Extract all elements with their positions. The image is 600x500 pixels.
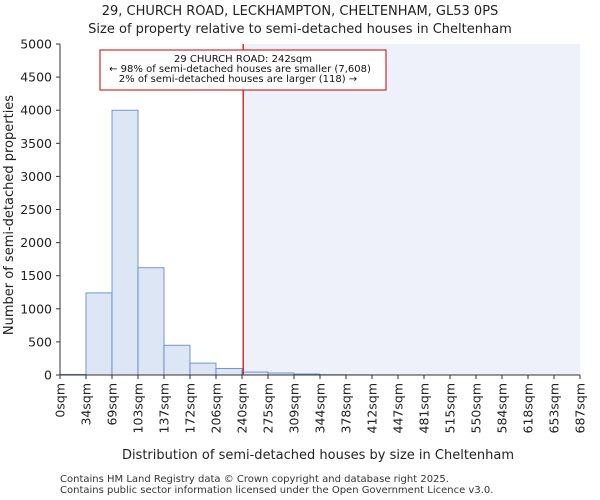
x-tick-label: 550sqm [469, 383, 484, 433]
y-tick-label: 4000 [20, 103, 52, 118]
x-tick-label: 653sqm [547, 383, 562, 433]
x-tick-label: 447sqm [391, 383, 406, 433]
bar-103sqm [137, 267, 165, 376]
x-tick-label: 344sqm [313, 383, 328, 433]
larger-properties-region [243, 44, 580, 375]
x-tick-labels: 0sqm 34sqm 69sqm 103sqm 137sqm 172sqm 206sqm 24… [53, 375, 588, 433]
y-tick-label: 2000 [20, 235, 52, 250]
x-tick-label: 137sqm [157, 383, 172, 433]
bars-group [59, 109, 451, 376]
bar-206sqm [215, 367, 243, 376]
y-tick-label: 500 [28, 334, 52, 349]
x-tick-label: 206sqm [209, 383, 224, 433]
x-tick-label: 0sqm [53, 383, 68, 418]
x-tick-label: 515sqm [443, 383, 458, 433]
annotation-line1: 29 CHURCH ROAD: 242sqm [174, 54, 312, 65]
y-tick-label: 1500 [20, 268, 52, 283]
x-tick-label: 481sqm [417, 383, 432, 433]
y-axis-label: Number of semi-detached properties [2, 95, 17, 335]
x-tick-label: 584sqm [495, 383, 510, 433]
y-tick-labels: 0 500 1000 1500 2000 2500 3000 3500 4000 4500 5000 [20, 37, 60, 383]
chart-title-line2: Size of property relative to semi-detach… [88, 22, 512, 37]
x-axis-label: Distribution of semi-detached houses by … [122, 448, 514, 463]
y-tick-label: 1000 [20, 301, 52, 316]
annotation-line3: 2% of semi-detached houses are larger (1… [119, 74, 357, 85]
y-tick-label: 2500 [20, 202, 52, 217]
x-tick-label: 412sqm [365, 383, 380, 433]
x-tick-label: 309sqm [287, 383, 302, 433]
y-tick-label: 5000 [20, 37, 52, 52]
x-tick-label: 378sqm [339, 383, 354, 433]
bar-137sqm [163, 344, 191, 376]
x-tick-label: 275sqm [261, 383, 276, 433]
x-tick-label: 687sqm [573, 383, 588, 433]
x-tick-label: 69sqm [105, 383, 120, 426]
chart-title-line1: 29, CHURCH ROAD, LECKHAMPTON, CHELTENHAM… [102, 4, 499, 19]
y-tick-label: 4500 [20, 70, 52, 85]
x-tick-label: 34sqm [79, 383, 94, 426]
annotation-box [99, 49, 387, 91]
annotation-line2: ← 98% of semi-detached houses are smalle… [109, 64, 371, 75]
y-tick-label: 0 [44, 368, 52, 383]
x-tick-label: 172sqm [183, 383, 198, 433]
bar-172sqm [189, 362, 217, 376]
y-tick-label: 3500 [20, 136, 52, 151]
footer-line2: Contains public sector information licen… [60, 485, 494, 496]
x-tick-label: 240sqm [235, 383, 250, 433]
y-tick-label: 3000 [20, 169, 52, 184]
bar-69sqm [111, 109, 139, 376]
x-tick-label: 618sqm [521, 383, 536, 433]
bar-34sqm [85, 292, 113, 376]
footer-line1: Contains HM Land Registry data © Crown c… [60, 474, 449, 485]
x-tick-label: 103sqm [131, 383, 146, 433]
